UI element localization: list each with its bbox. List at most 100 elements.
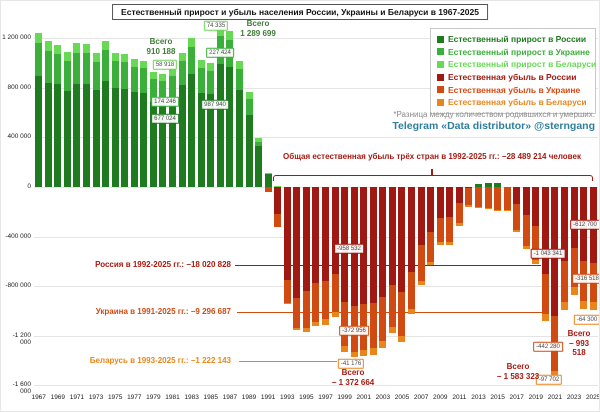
bar-belarus-2003	[379, 341, 387, 349]
x-axis-label: 2015	[490, 394, 505, 401]
gridline	[34, 335, 598, 337]
legend-item: Естественный прирост в России	[437, 33, 589, 46]
bar-russia-1992	[274, 187, 282, 215]
bar-belarus-1993	[283, 302, 291, 305]
bar-belarus-1975	[111, 52, 119, 61]
bar-russia-1977	[130, 91, 138, 187]
bar-ukraine-1981	[169, 76, 177, 99]
bar-belarus-2006	[408, 309, 416, 315]
bar-belarus-1968	[44, 41, 52, 52]
legend-label: Естественная убыль в Беларуси	[448, 97, 587, 108]
bar-belarus-1985	[207, 62, 215, 71]
bar-ukraine-1998	[331, 274, 339, 312]
x-axis-label: 2023	[566, 394, 582, 401]
bar-belarus-2008	[427, 262, 435, 266]
bar-russia-2008	[427, 187, 435, 232]
bar-belarus-2010	[446, 241, 454, 246]
value-label: 174 246	[151, 96, 179, 108]
bar-russia-1984	[197, 92, 205, 187]
bar-russia-2023	[570, 187, 578, 249]
bar-russia-1979	[149, 101, 157, 187]
y-axis-label: 0	[27, 183, 31, 190]
legend-item: Естественный прирост в Украине	[437, 46, 590, 59]
bar-belarus-1978	[140, 60, 148, 69]
bar-russia-2005	[398, 187, 406, 292]
bar-russia-1969	[54, 84, 62, 187]
bar-russia-1968	[44, 83, 52, 187]
bar-ukraine-1972	[83, 53, 90, 84]
x-axis-label: 2017	[509, 394, 524, 401]
bar-belarus-1986	[216, 27, 224, 37]
bar-belarus-1970	[63, 52, 71, 62]
bar-belarus-1969	[54, 44, 62, 54]
bar-russia-1995	[302, 187, 310, 292]
bar-ukraine-2008	[427, 231, 435, 263]
bar-ukraine-1994	[293, 297, 301, 328]
bar-russia-2017	[513, 187, 521, 204]
bar-ukraine-1968	[44, 51, 52, 84]
bar-ukraine-2002	[369, 302, 377, 349]
brace-total-decline	[273, 175, 593, 181]
bar-belarus-1989	[245, 92, 253, 100]
bar-belarus-1974	[102, 41, 110, 51]
x-axis-label: 2005	[394, 394, 410, 401]
x-axis-label: 2025	[585, 394, 600, 401]
legend-swatch-icon	[437, 48, 444, 56]
value-label: 987 940	[201, 99, 229, 111]
x-axis-label: 1999	[337, 394, 352, 401]
bar-belarus-2004	[388, 326, 396, 334]
bar-belarus-1981	[169, 68, 177, 77]
bar-ukraine-1991	[264, 187, 272, 192]
bar-russia-2010	[446, 187, 454, 217]
bar-ukraine-1996	[312, 283, 320, 322]
bar-belarus-1972	[83, 44, 90, 54]
bar-ukraine-2014	[484, 187, 492, 208]
x-axis-label: 1967	[31, 394, 46, 401]
bar-ukraine-2017	[513, 203, 521, 230]
bar-ukraine-1971	[73, 52, 81, 84]
legend-label: Естественная убыль в Украине	[448, 84, 581, 95]
bar-ukraine-2012	[465, 187, 473, 206]
bar-ukraine-1993	[283, 280, 291, 303]
bar-belarus-1973	[92, 53, 100, 62]
value-label: -41 176	[337, 358, 365, 370]
x-axis-label: 1973	[88, 394, 104, 401]
bar-belarus-1994	[293, 327, 301, 331]
x-axis-label: 1979	[146, 394, 161, 401]
bar-belarus-2001	[360, 349, 368, 356]
bar-belarus-1987	[226, 30, 234, 40]
annotation-belarus: Беларусь в 1993-2025 гг.: −1 222 143	[89, 356, 231, 365]
bar-russia-1985	[207, 94, 215, 187]
value-label: Всего 1 289 699	[240, 19, 276, 38]
value-label: -372 956	[339, 325, 369, 337]
legend-swatch-icon	[437, 35, 444, 43]
bar-belarus-1996	[312, 321, 320, 327]
x-axis-label: 2019	[528, 394, 544, 401]
bar-russia-2003	[379, 187, 387, 298]
bar-russia-1971	[73, 83, 81, 187]
bar-ukraine-2003	[379, 297, 387, 342]
y-axis-label: -1 200 000	[12, 331, 31, 346]
x-axis-label: 2011	[452, 394, 467, 401]
bar-belarus-2017	[513, 229, 521, 232]
bar-russia-2012	[465, 187, 473, 188]
bar-ukraine-1992	[274, 214, 282, 227]
x-axis-label: 2007	[413, 394, 429, 401]
bar-belarus-1992	[274, 185, 282, 187]
bar-russia-1993	[283, 187, 291, 281]
bar-russia-1988	[235, 90, 243, 187]
bar-russia-2020	[541, 187, 549, 275]
bar-ukraine-1999	[341, 302, 349, 346]
bar-belarus-1991	[264, 172, 272, 175]
gridline	[34, 87, 598, 89]
bar-belarus-1982	[178, 52, 186, 62]
chart-title: Естественный прирост и убыль населения Р…	[112, 4, 488, 20]
legend-label: Естественный прирост в России	[448, 34, 587, 45]
bar-belarus-1977	[130, 58, 138, 67]
bar-ukraine-2016	[503, 187, 511, 211]
bar-ukraine-1983	[188, 47, 196, 74]
bar-russia-2006	[408, 187, 416, 273]
bar-belarus-2013	[474, 206, 482, 208]
bar-russia-1989	[245, 115, 253, 187]
